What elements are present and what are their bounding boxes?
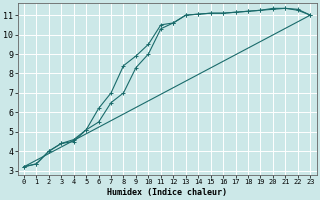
X-axis label: Humidex (Indice chaleur): Humidex (Indice chaleur) — [107, 188, 227, 197]
